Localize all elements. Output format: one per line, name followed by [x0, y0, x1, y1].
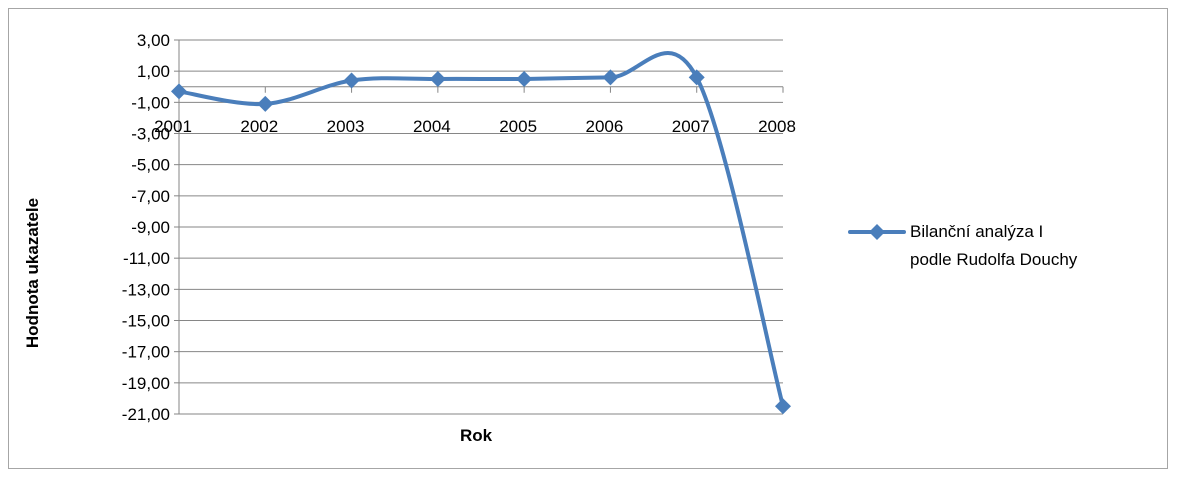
y-tick-label: -21,00 — [122, 405, 170, 424]
x-tick-label: 2002 — [240, 117, 278, 136]
y-tick-label: 3,00 — [137, 31, 170, 50]
y-tick-label: -7,00 — [131, 187, 170, 206]
x-tick-label: 2008 — [758, 117, 796, 136]
y-tick-label: -17,00 — [122, 343, 170, 362]
y-tick-label: -1,00 — [131, 93, 170, 112]
data-point-marker — [171, 83, 187, 100]
y-tick-label: -13,00 — [122, 280, 170, 299]
series-markers — [171, 69, 791, 415]
axes — [178, 40, 784, 414]
data-point-marker — [343, 72, 360, 89]
x-tick-label: 2005 — [499, 117, 537, 136]
x-tick-label: 2001 — [154, 117, 192, 136]
x-tick-labels: 2001 2002 2003 2004 2005 2006 2007 2008 — [154, 117, 796, 136]
legend-label: Bilanční analýza I podle Rudolfa Douchy — [910, 222, 1078, 269]
x-axis-title: Rok — [459, 426, 493, 445]
data-point-marker — [688, 69, 705, 86]
y-axis-title: Hodnota ukazatele — [23, 197, 42, 349]
y-tick-labels: 3,00 1,00 -1,00 -3,00 -5,00 -7,00 -9,00 -11,00 -… — [122, 31, 170, 424]
y-tick-label: -19,00 — [122, 374, 170, 393]
gridlines — [174, 39, 783, 415]
y-tick-label: 1,00 — [137, 62, 170, 81]
y-tick-label: -3,00 — [131, 125, 170, 144]
data-point-marker — [516, 70, 533, 87]
x-tick-label: 2003 — [327, 117, 365, 136]
data-point-marker — [775, 398, 791, 415]
data-point-marker — [257, 95, 274, 112]
x-tick-label: 2004 — [413, 117, 451, 136]
chart-area — [8, 8, 1168, 469]
y-tick-label: -11,00 — [123, 249, 170, 268]
y-tick-label: -5,00 — [131, 156, 170, 175]
x-tick-label: 2006 — [586, 117, 624, 136]
data-point-marker — [429, 70, 446, 87]
legend-line-diamond-icon — [848, 224, 906, 240]
y-tick-label: -15,00 — [122, 312, 170, 331]
y-tick-label: -9,00 — [131, 218, 170, 237]
data-point-marker — [602, 69, 619, 86]
x-tick-label: 2007 — [672, 117, 710, 136]
